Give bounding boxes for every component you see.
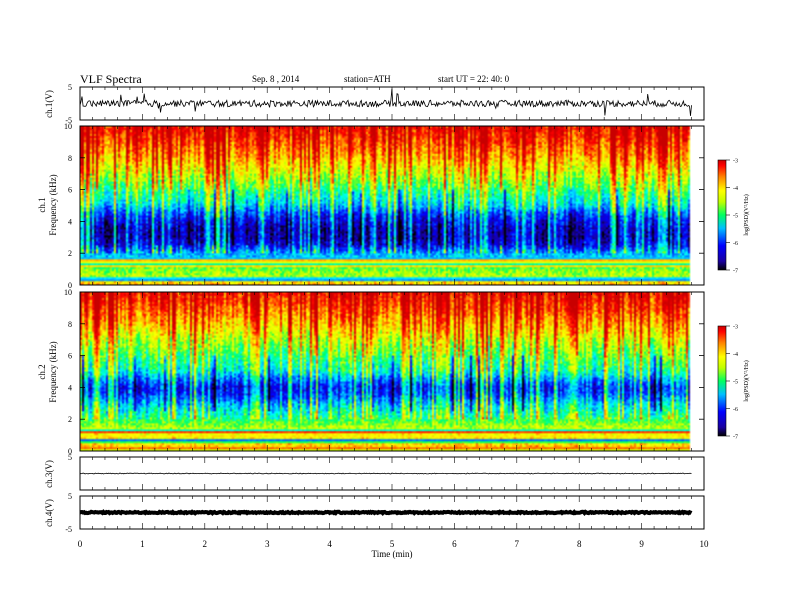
ch2-colorbar-tick-label: -5 — [733, 380, 738, 386]
x-tick-label: 3 — [265, 539, 270, 549]
ch2-colorbar-tick-label: -3 — [733, 325, 738, 331]
ch1-colorbar — [717, 159, 727, 271]
start-time-label: start UT = 22: 40: 0 — [438, 74, 510, 84]
ch1-spectrogram-ytick-label: 4 — [68, 217, 72, 226]
ch2-colorbar — [717, 325, 727, 437]
ch1-spectrogram-ytick-label: 2 — [68, 249, 72, 258]
ch3-waveform-ytick-label: 5 — [68, 453, 72, 462]
ch1-spectrogram-ytick-label: 10 — [64, 122, 72, 131]
ch3-volt-ylabel: ch.3(V) — [44, 460, 54, 488]
ch2-spectrogram-ytick-label: 0 — [68, 447, 72, 456]
ch2-spectrogram-ytick-label: 10 — [64, 288, 72, 297]
ch1-spectrogram-ytick-label: 6 — [68, 186, 72, 195]
ch1-frequency-ylabel: Frequency (kHz) — [48, 174, 58, 235]
ch2-colorbar-tick-label: -4 — [733, 352, 738, 358]
x-axis-label: Time (min) — [372, 549, 413, 559]
ch2-spectrogram-ytick-label: 6 — [68, 352, 72, 361]
ch4-waveform-ytick-label: 5 — [68, 492, 72, 501]
x-tick-label: 10 — [700, 539, 710, 549]
ch1-channel-ylabel: ch.1 — [37, 197, 47, 212]
ch2-spectrogram-image — [80, 292, 704, 451]
ch2-spectrogram-ytick-label: 8 — [68, 320, 72, 329]
x-tick-label: 4 — [327, 539, 332, 549]
ch1-waveform-ytick-label: -5 — [65, 116, 72, 125]
ch4-volt-ylabel: ch.4(V) — [44, 499, 54, 527]
ch1-colorbar-tick-label: -6 — [733, 241, 738, 247]
ch2-frequency-ylabel: Frequency (kHz) — [48, 341, 58, 402]
x-tick-label: 9 — [639, 539, 644, 549]
ch4-waveform-ytick-label: -5 — [65, 525, 72, 534]
ch1-waveform-ytick-label: 5 — [68, 83, 72, 92]
ch1-spectrogram-ytick-label: 8 — [68, 154, 72, 163]
x-tick-label: 2 — [203, 539, 208, 549]
ch2-colorbar-label: log(PSD)(V²/Hz) — [743, 360, 750, 401]
ch2-colorbar-tick-label: -6 — [733, 407, 738, 413]
ch1-waveform-trace — [79, 88, 692, 116]
ch2-channel-ylabel: ch.2 — [37, 364, 47, 379]
ch3-waveform-trace — [79, 472, 692, 475]
ch2-spectrogram-ytick-label: 4 — [68, 383, 72, 392]
ch2-spectrogram-ytick-label: 2 — [68, 415, 72, 424]
ch1-colorbar-tick-label: -5 — [733, 214, 738, 220]
x-tick-label: 6 — [452, 539, 457, 549]
x-tick-label: 8 — [577, 539, 582, 549]
ch1-volt-ylabel: ch.1(V) — [44, 90, 54, 118]
ch1-colorbar-tick-label: -7 — [733, 269, 738, 275]
figure-title: VLF Spectra — [80, 72, 142, 86]
x-tick-label: 0 — [78, 539, 83, 549]
station-label: station=ATH — [344, 74, 391, 84]
ch4-waveform-trace — [79, 509, 693, 517]
ch1-colorbar-tick-label: -4 — [733, 186, 738, 192]
x-tick-label: 5 — [390, 539, 395, 549]
ch1-colorbar-label: log(PSD)(V²/Hz) — [743, 194, 750, 235]
ch1-spectrogram-ytick-label: 0 — [68, 281, 72, 290]
x-tick-label: 7 — [515, 539, 520, 549]
ch1-colorbar-tick-label: -3 — [733, 159, 738, 165]
x-tick-label: 1 — [140, 539, 145, 549]
date-label: Sep. 8 , 2014 — [252, 74, 300, 84]
ch2-colorbar-tick-label: -7 — [733, 435, 738, 441]
ch1-spectrogram-image — [80, 126, 704, 285]
